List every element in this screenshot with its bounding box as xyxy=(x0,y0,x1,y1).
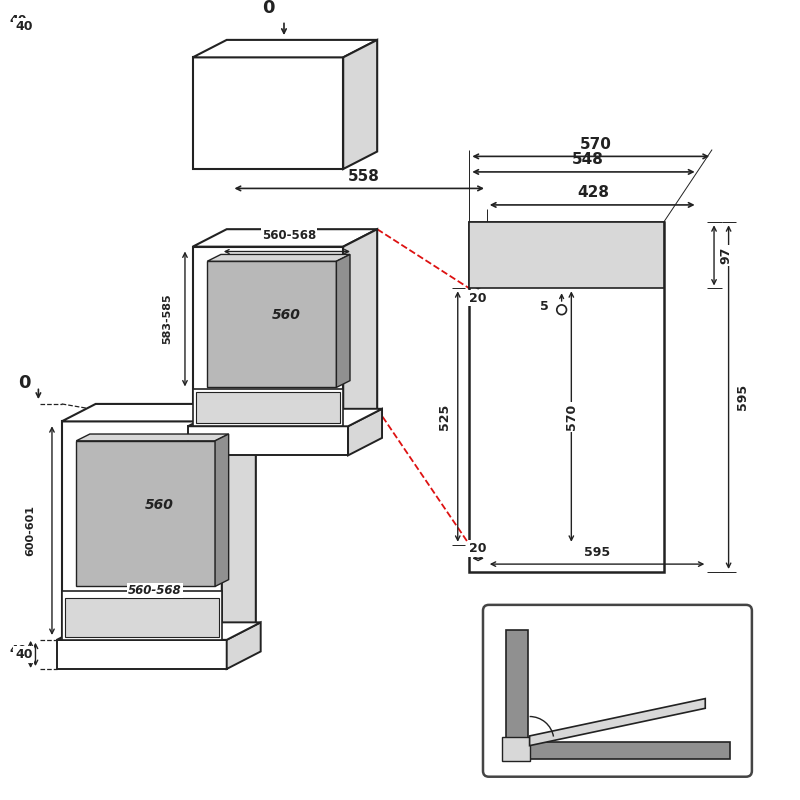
Bar xyxy=(57,640,226,669)
Polygon shape xyxy=(193,229,377,246)
Text: 595: 595 xyxy=(584,546,610,559)
Polygon shape xyxy=(76,434,229,441)
Bar xyxy=(207,262,337,387)
Text: 560: 560 xyxy=(271,309,300,322)
Text: 570: 570 xyxy=(565,403,578,430)
Text: 560-568: 560-568 xyxy=(262,229,316,242)
Bar xyxy=(62,422,222,640)
Bar xyxy=(193,390,343,426)
Bar xyxy=(188,426,348,455)
Text: 40: 40 xyxy=(15,648,33,661)
Bar xyxy=(506,742,730,759)
Bar xyxy=(193,58,343,169)
Bar xyxy=(65,598,219,637)
Bar xyxy=(196,392,340,423)
Polygon shape xyxy=(62,404,256,422)
Polygon shape xyxy=(226,622,261,669)
Text: 97: 97 xyxy=(719,246,732,264)
Bar xyxy=(470,222,663,289)
Text: 428: 428 xyxy=(578,185,610,200)
Text: 548: 548 xyxy=(572,152,604,167)
Text: 20: 20 xyxy=(470,542,487,555)
Polygon shape xyxy=(207,254,350,262)
Text: 583-585: 583-585 xyxy=(162,294,173,344)
Text: 40: 40 xyxy=(10,644,26,658)
Text: 9: 9 xyxy=(727,737,736,750)
Polygon shape xyxy=(215,434,229,586)
Text: 560-568: 560-568 xyxy=(128,584,182,597)
Text: 560: 560 xyxy=(144,498,173,512)
Polygon shape xyxy=(343,229,377,426)
Bar xyxy=(193,246,343,426)
Polygon shape xyxy=(188,409,382,426)
Bar xyxy=(470,222,663,572)
Text: 525: 525 xyxy=(438,403,450,430)
Text: 595: 595 xyxy=(736,384,749,410)
Polygon shape xyxy=(222,404,256,640)
Text: 558: 558 xyxy=(348,169,379,184)
Polygon shape xyxy=(193,40,377,58)
Text: 20: 20 xyxy=(470,292,487,305)
Polygon shape xyxy=(348,409,382,455)
Text: 5: 5 xyxy=(540,300,549,313)
Text: 0: 0 xyxy=(262,0,274,17)
Bar xyxy=(76,441,215,586)
Polygon shape xyxy=(57,622,261,640)
Text: 460: 460 xyxy=(605,671,634,686)
Bar xyxy=(62,591,222,640)
FancyBboxPatch shape xyxy=(483,605,752,777)
Text: 570: 570 xyxy=(580,137,611,152)
Polygon shape xyxy=(343,40,377,169)
Text: 0: 0 xyxy=(695,634,704,648)
Text: 40: 40 xyxy=(15,20,33,33)
Text: 40: 40 xyxy=(10,14,26,27)
Text: 0: 0 xyxy=(18,374,31,392)
Polygon shape xyxy=(530,698,706,746)
Text: 89°: 89° xyxy=(578,711,602,724)
Bar xyxy=(502,737,530,761)
Polygon shape xyxy=(337,254,350,387)
Text: 600-601: 600-601 xyxy=(26,505,36,556)
Bar xyxy=(506,630,528,756)
